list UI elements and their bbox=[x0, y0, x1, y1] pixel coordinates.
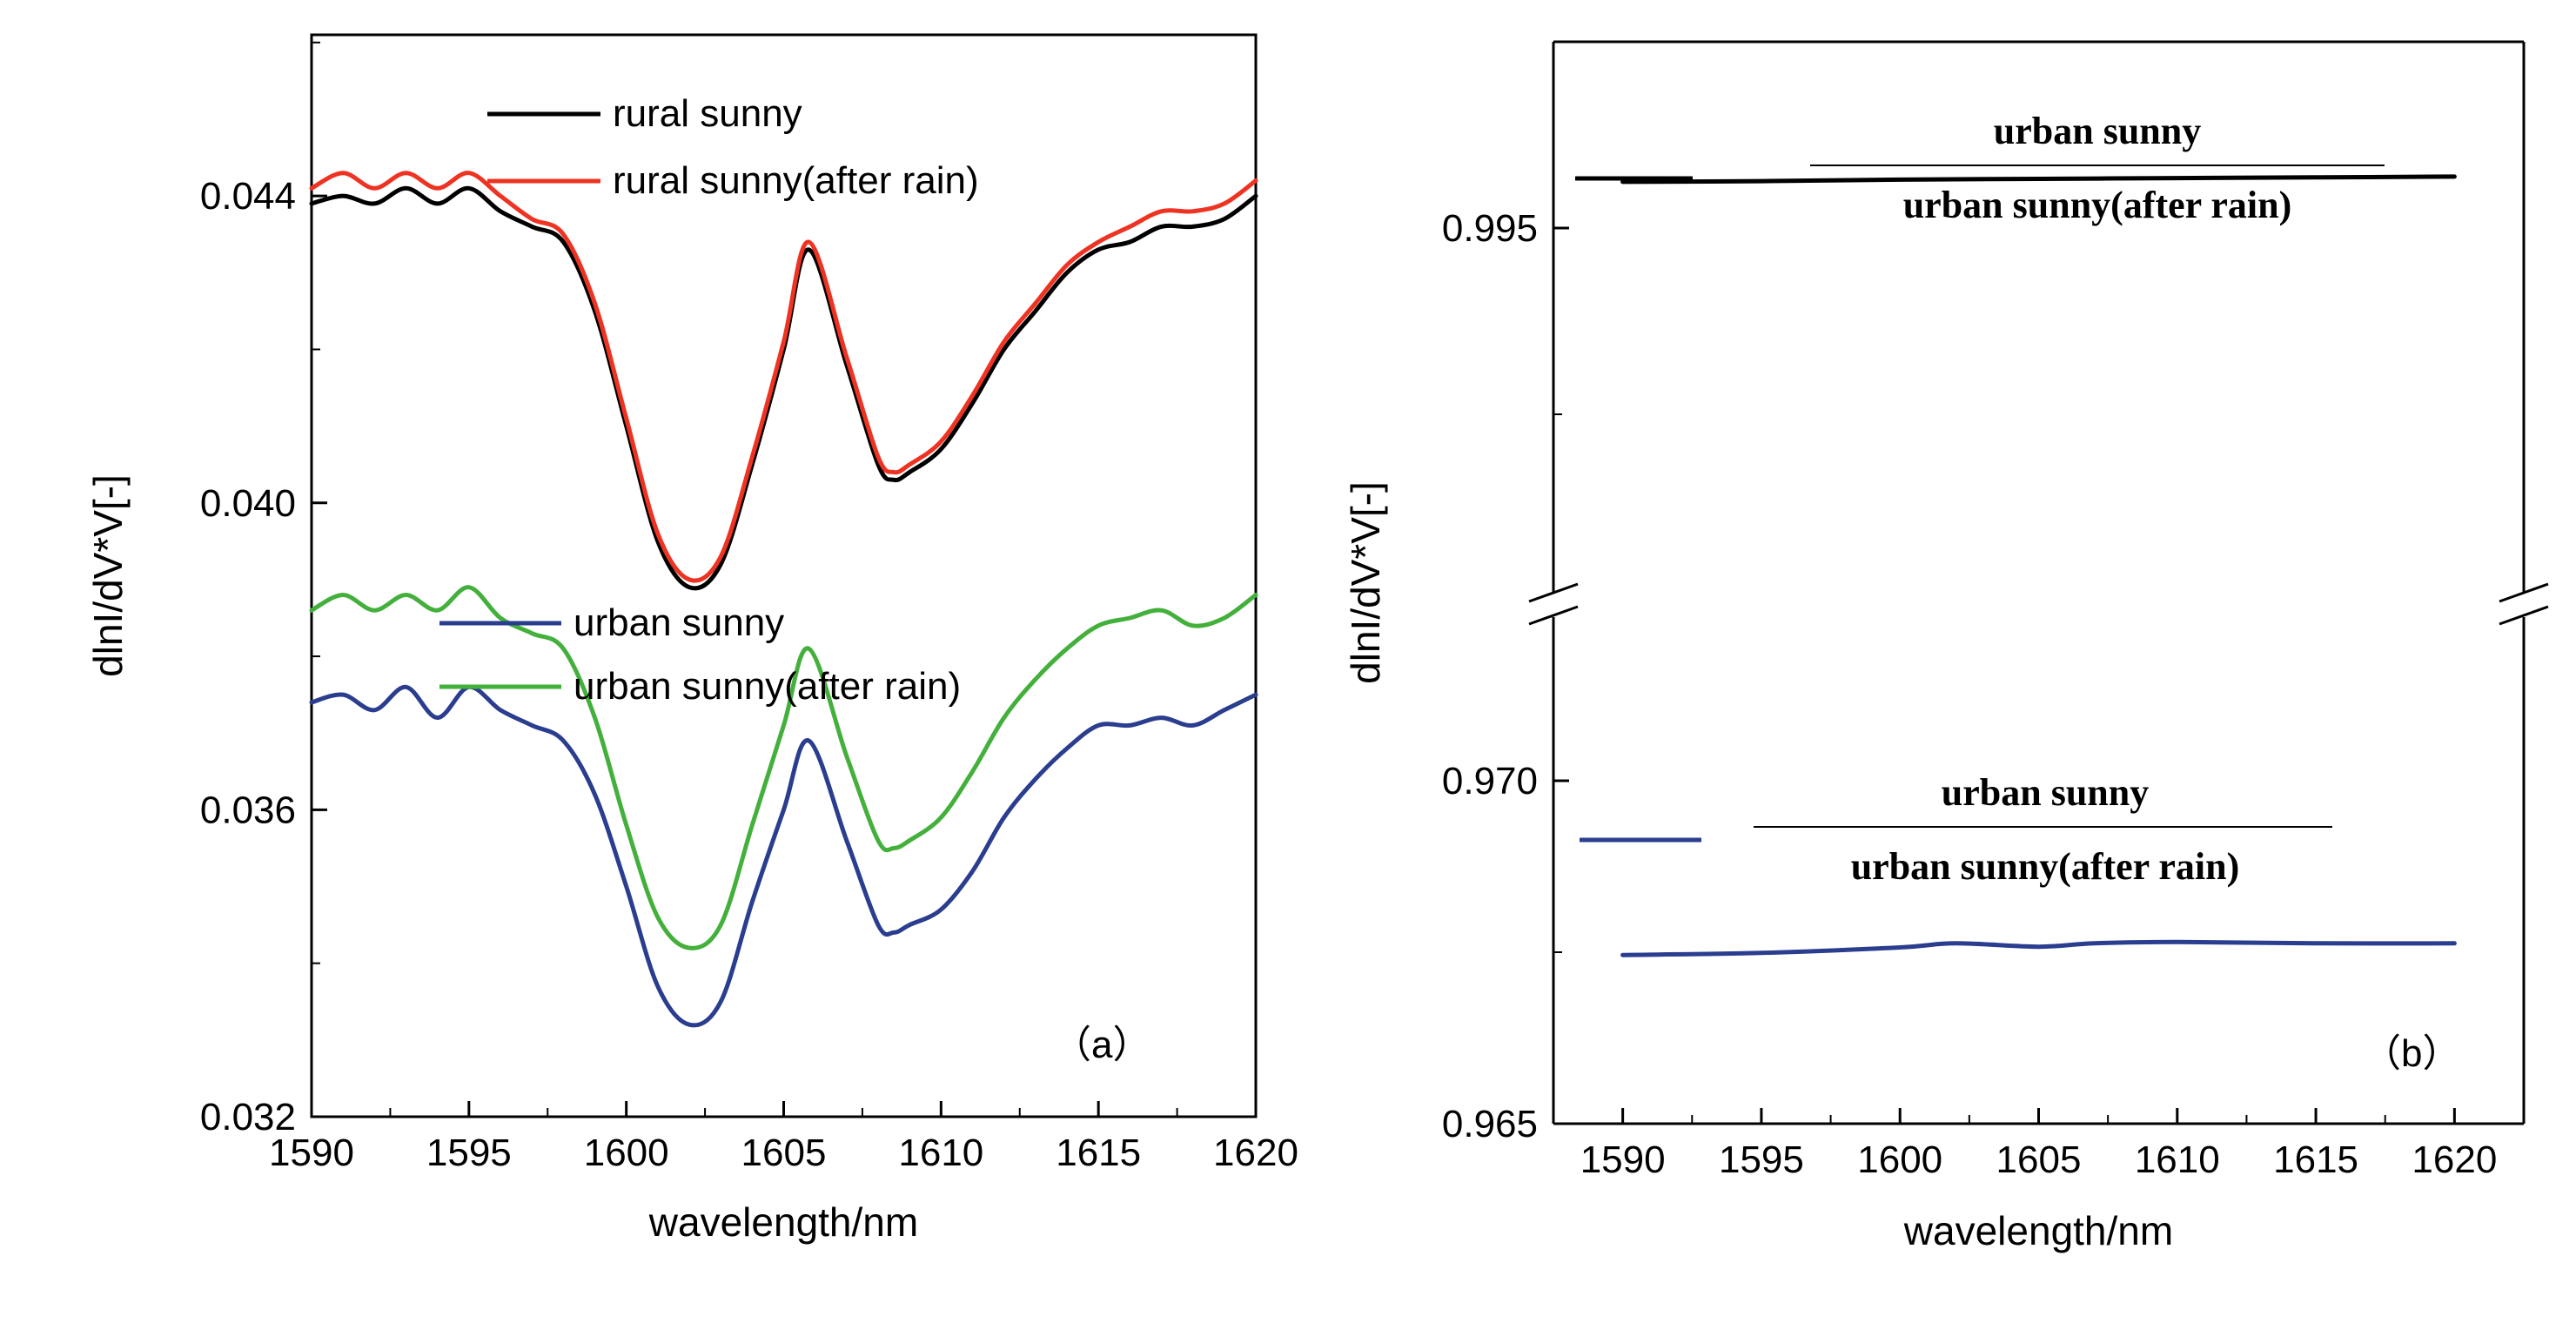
y-tick-label-b: 0.970 bbox=[1442, 760, 1538, 803]
tick-marks-a: 1590 1595 1600 1605 1610 1615 1620 0.032 0.036 0.… bbox=[200, 41, 1298, 1174]
legend-numerator-b: urban sunny bbox=[1994, 110, 2201, 152]
y-tick-label-a: 0.032 bbox=[200, 1096, 296, 1138]
legend-numerator-b: urban sunny bbox=[1942, 771, 2149, 814]
x-tick-label-b: 1590 bbox=[1580, 1138, 1666, 1181]
panel-label-a: （a） bbox=[1053, 1024, 1150, 1066]
y-tick-label-b: 0.965 bbox=[1442, 1103, 1538, 1145]
series-group-a bbox=[309, 171, 1258, 1028]
x-tick-label-a: 1620 bbox=[1213, 1132, 1298, 1174]
y-axis-label-b: dlnI/dV*V[-] bbox=[1343, 481, 1388, 684]
y-tick-label-a: 0.036 bbox=[200, 789, 296, 831]
series-line-a-urban-sunny bbox=[309, 684, 1258, 1028]
x-tick-label-b: 1610 bbox=[2135, 1138, 2220, 1181]
x-tick-label-a: 1595 bbox=[426, 1132, 512, 1174]
legend-denominator-b: urban sunny(after rain) bbox=[1903, 184, 2292, 226]
panel-label-b: （b） bbox=[2363, 1032, 2460, 1075]
legend-a: rural sunny rural sunny(after rain) urban … bbox=[439, 92, 979, 708]
legend-denominator-b: urban sunny(after rain) bbox=[1851, 845, 2240, 888]
y-tick-label-a: 0.040 bbox=[200, 482, 296, 525]
series-line-a-rural-sunny-after-rain- bbox=[309, 171, 1258, 583]
axis-break-mark-b bbox=[2499, 605, 2549, 626]
series-line-b-1 bbox=[1620, 174, 2457, 185]
x-tick-label-a: 1605 bbox=[741, 1132, 827, 1174]
legend-b: urban sunny urban sunny(after rain) urban … bbox=[1575, 110, 2385, 888]
x-tick-label-a: 1600 bbox=[584, 1132, 669, 1174]
y-tick-label-a: 0.044 bbox=[200, 175, 296, 218]
x-tick-label-a: 1615 bbox=[1056, 1132, 1141, 1174]
x-tick-label-b: 1620 bbox=[2412, 1138, 2497, 1181]
x-tick-label-a: 1590 bbox=[269, 1132, 354, 1174]
x-tick-label-b: 1615 bbox=[2273, 1138, 2358, 1181]
y-tick-label-b: 0.995 bbox=[1442, 207, 1538, 250]
series-line-a-rural-sunny bbox=[309, 185, 1258, 591]
axis-break-mark-b bbox=[2499, 582, 2549, 603]
series-line-a-urban-sunny-after-rain- bbox=[309, 585, 1258, 950]
x-axis-label-b: wavelength/nm bbox=[1903, 1208, 2173, 1253]
legend-label-a: rural sunny(after rain) bbox=[613, 159, 979, 202]
legend-label-a: urban sunny bbox=[574, 601, 784, 644]
panel-a: 1590 1595 1600 1605 1610 1615 1620 0.032 0.036 0.… bbox=[85, 33, 1298, 1245]
x-tick-label-b: 1600 bbox=[1857, 1138, 1942, 1181]
x-tick-label-b: 1595 bbox=[1719, 1138, 1804, 1181]
x-axis-label-a: wavelength/nm bbox=[648, 1199, 918, 1245]
panel-b: 1590 1595 1600 1605 1610 1615 1620 0.965 0.970 0.… bbox=[1343, 40, 2549, 1253]
series-group-b bbox=[1620, 174, 2457, 957]
y-axis-label-a: dlnI/dV*V[-] bbox=[85, 474, 131, 677]
legend-label-a: rural sunny bbox=[613, 92, 802, 135]
tick-marks-b: 1590 1595 1600 1605 1610 1615 1620 0.965 0.970 0.… bbox=[1442, 207, 2497, 1181]
axis-break-mark-b bbox=[1528, 582, 1579, 603]
axis-break-mark-b bbox=[1528, 605, 1579, 626]
x-tick-label-a: 1610 bbox=[898, 1132, 983, 1174]
series-line-b-2 bbox=[1620, 939, 2457, 957]
x-tick-label-b: 1605 bbox=[1996, 1138, 2082, 1181]
legend-label-a: urban sunny(after rain) bbox=[574, 665, 961, 708]
